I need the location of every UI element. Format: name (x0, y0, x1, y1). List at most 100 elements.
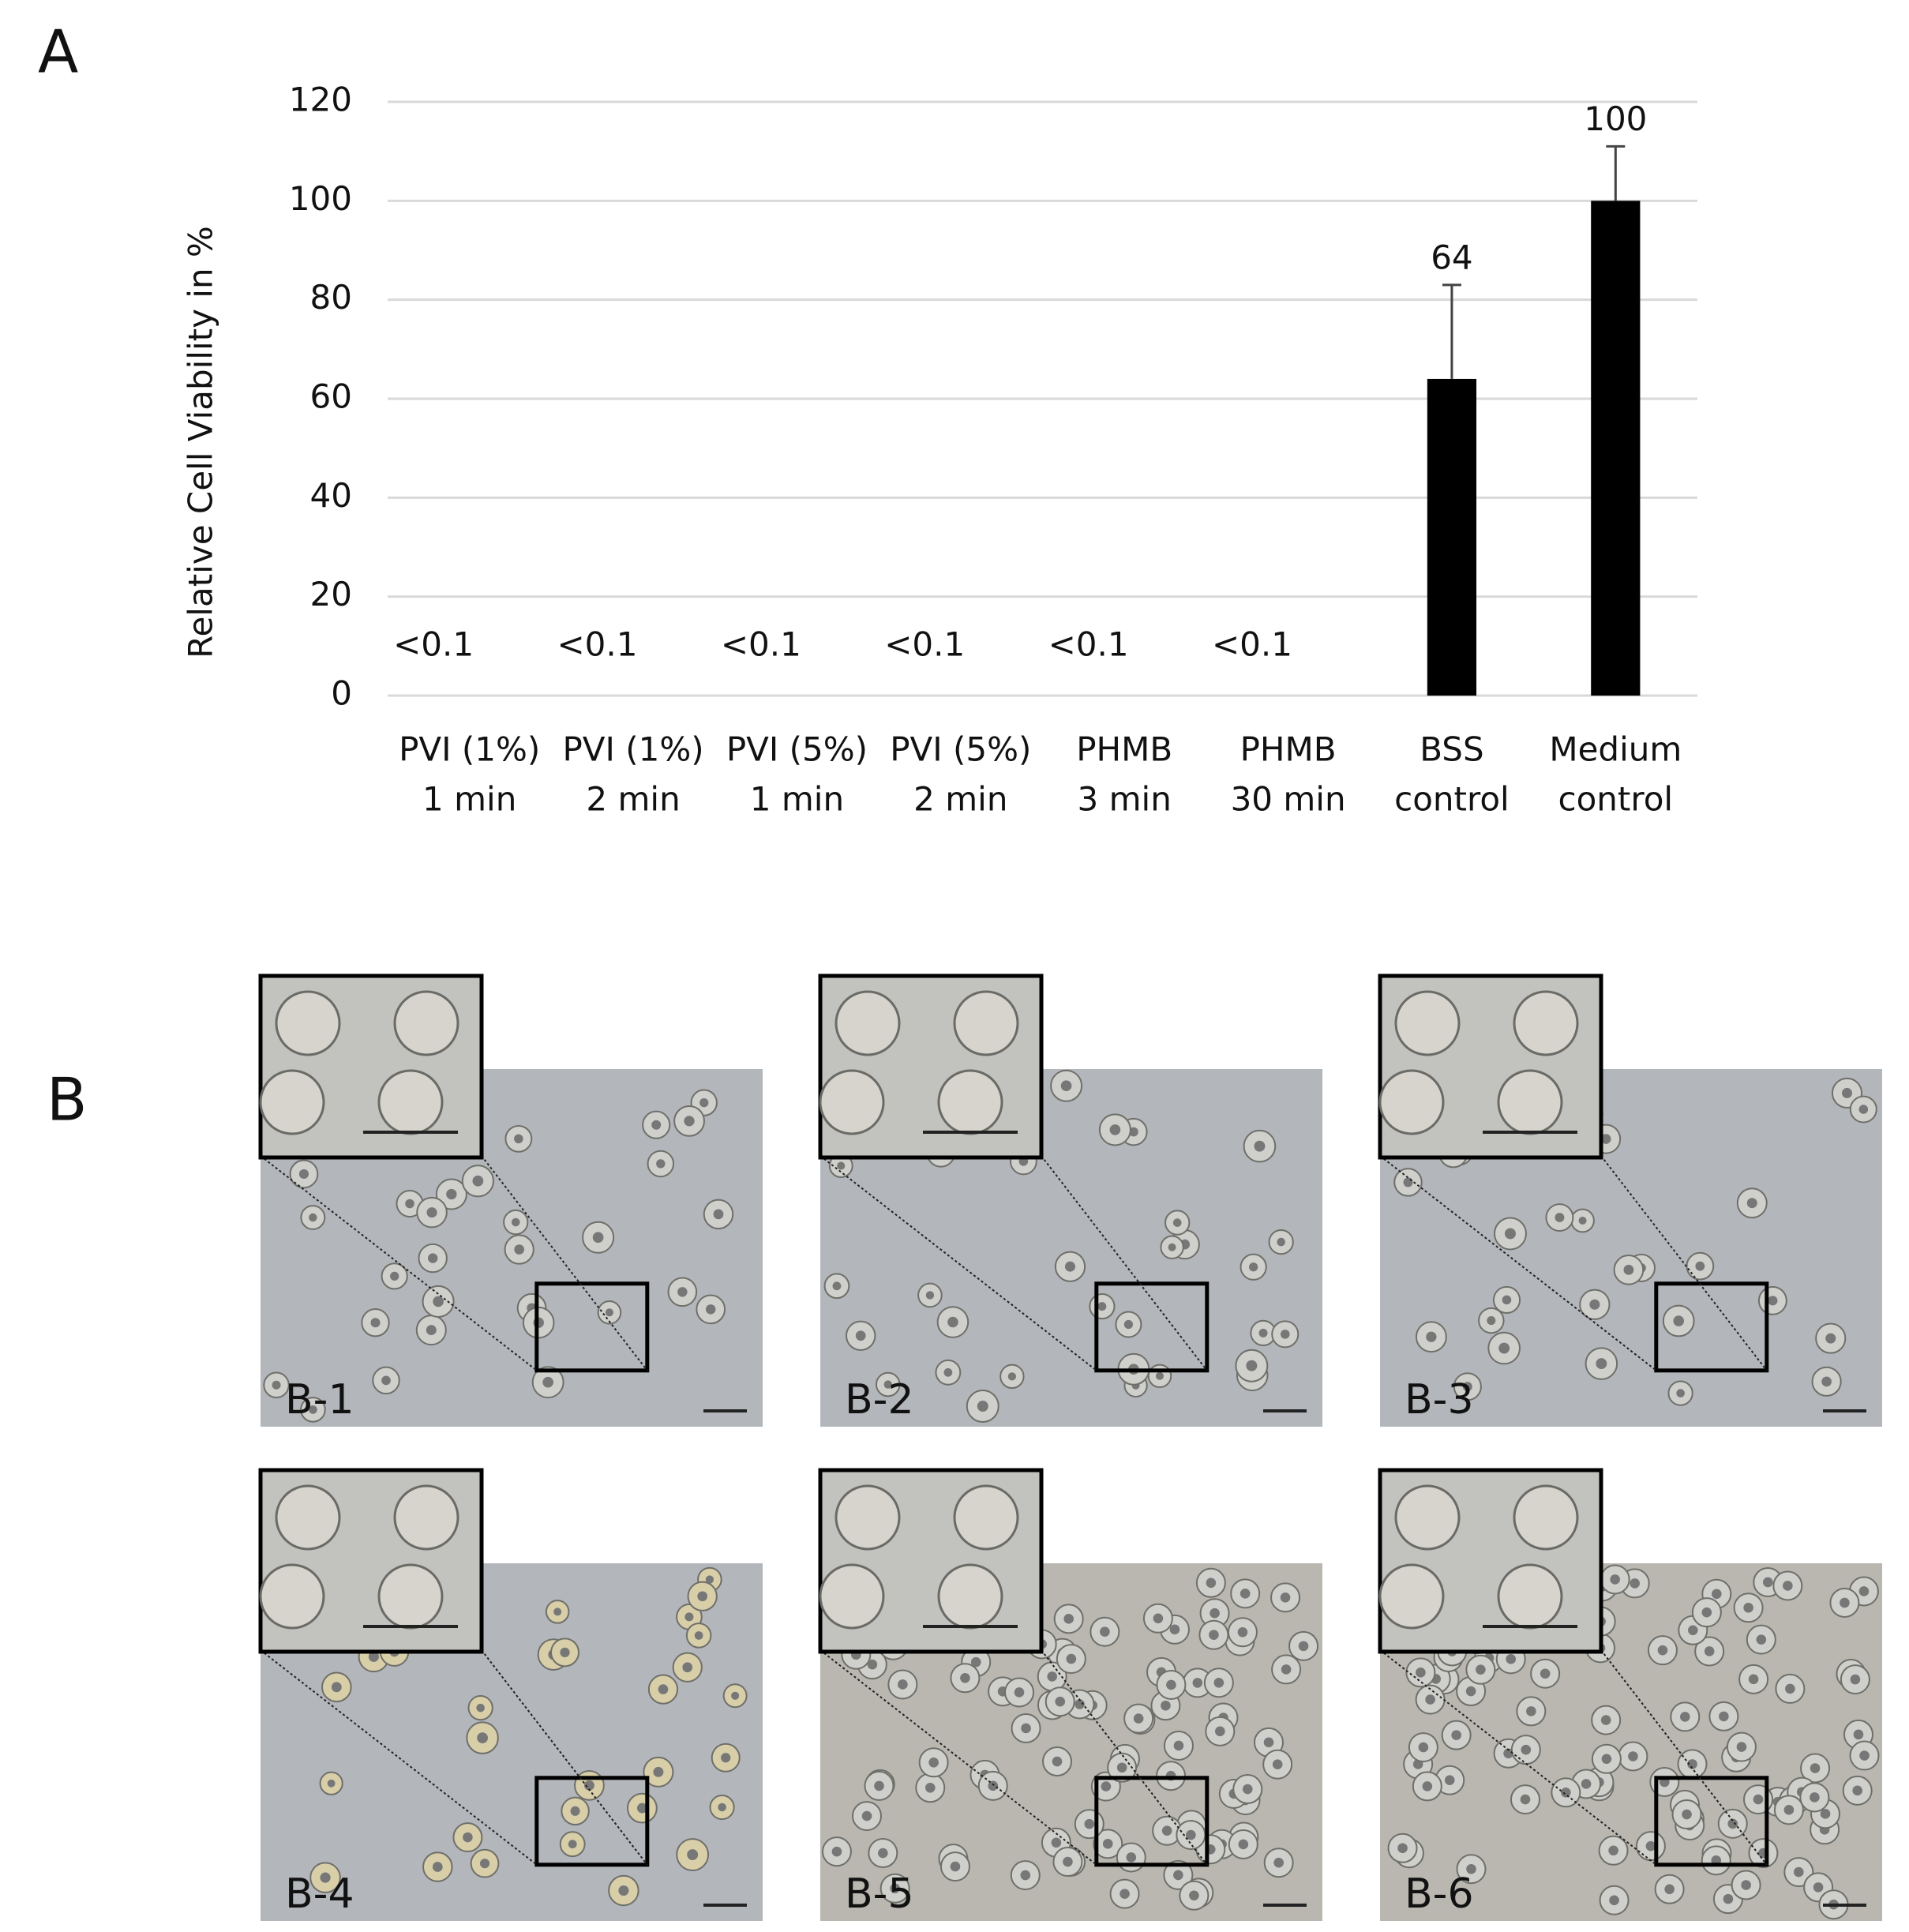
inset-cell (819, 1563, 885, 1630)
cell-nucleus (472, 1175, 484, 1187)
cell-nucleus (1623, 1264, 1634, 1275)
cell-nucleus (1840, 1597, 1850, 1608)
cell-nucleus (1526, 1706, 1536, 1716)
value-label: <0.1 (884, 625, 965, 664)
cell-nucleus (1841, 1087, 1852, 1098)
cell-nucleus (1465, 1686, 1476, 1697)
cell-nucleus (697, 1591, 708, 1602)
cell-nucleus (1397, 1843, 1408, 1854)
y-tick-label: 20 (310, 575, 352, 613)
cell-nucleus (694, 1631, 703, 1640)
zoom-box (1654, 1281, 1769, 1373)
cell-nucleus (1503, 1748, 1513, 1759)
cell-nucleus (1609, 1895, 1619, 1906)
cell-nucleus (1186, 1829, 1196, 1840)
cell-nucleus (970, 1656, 981, 1668)
x-tick-label: PVI (5%) (890, 730, 1031, 769)
zoom-guide (260, 1155, 538, 1371)
zoom-guide (1379, 1649, 1657, 1866)
cell-nucleus (1007, 1372, 1017, 1381)
cell-nucleus (1859, 1750, 1870, 1761)
cell-nucleus (1504, 1228, 1516, 1240)
image-label: B-4 (285, 1870, 354, 1918)
cell-nucleus (1610, 1574, 1620, 1585)
x-tick-label: 2 min (913, 780, 1007, 819)
cell-nucleus (309, 1405, 317, 1414)
cell-nucleus (1153, 1613, 1164, 1624)
cell-nucleus (514, 1244, 525, 1255)
cell-nucleus (553, 1607, 562, 1616)
cell-nucleus (1783, 1581, 1793, 1591)
cell-nucleus (1596, 1358, 1607, 1370)
cell-nucleus (1055, 1696, 1066, 1707)
cell-nucleus (1418, 1742, 1429, 1753)
cell-nucleus (1600, 1715, 1611, 1725)
cell-nucleus (947, 1316, 958, 1328)
cell-nucleus (463, 1832, 473, 1843)
inset-cell (393, 990, 459, 1056)
cell-nucleus (832, 1281, 842, 1291)
cell-nucleus (1109, 1124, 1121, 1135)
cell-nucleus (677, 1287, 688, 1297)
cell-nucleus (432, 1862, 443, 1872)
cell-nucleus (1502, 1295, 1512, 1305)
image-label: B-5 (845, 1870, 914, 1918)
cell-nucleus (1676, 1389, 1685, 1397)
cell-nucleus (1209, 1630, 1219, 1640)
cell-nucleus (1166, 1679, 1176, 1690)
inset-cell (275, 990, 341, 1056)
cell-nucleus (1630, 1578, 1640, 1589)
cell-nucleus (542, 1376, 553, 1388)
x-tick-label: 30 min (1231, 780, 1346, 819)
cell-nucleus (514, 1134, 523, 1144)
cell-nucleus (1520, 1794, 1531, 1805)
value-label: 100 (1584, 99, 1647, 138)
zoom-guide (819, 1155, 1097, 1371)
cell-nucleus (1173, 1870, 1183, 1881)
y-axis-label: Relative Cell Viability in % (182, 226, 220, 658)
cell-nucleus (1687, 1759, 1697, 1769)
x-tick-label: Medium (1549, 730, 1682, 769)
cell-nucleus (1762, 1577, 1773, 1588)
inset-cell (259, 1069, 325, 1135)
cell-nucleus (1664, 1884, 1675, 1895)
cell-nucleus (705, 1575, 714, 1584)
cell-nucleus (977, 1401, 988, 1412)
y-tick-label: 80 (310, 278, 352, 317)
cell-nucleus (928, 1758, 939, 1768)
cell-nucleus (477, 1732, 488, 1744)
cell-nucleus (1100, 1626, 1110, 1637)
y-tick-label: 120 (289, 81, 352, 119)
cell-nucleus (1727, 1818, 1738, 1829)
cell-nucleus (1246, 1360, 1258, 1371)
inset-cell (1513, 1484, 1579, 1551)
cell-nucleus (1169, 1624, 1180, 1635)
cell-nucleus (568, 1840, 577, 1849)
cell-nucleus (1825, 1333, 1836, 1344)
zoom-box (534, 1281, 650, 1373)
zoom-box (1654, 1776, 1769, 1867)
cell-nucleus (390, 1271, 399, 1281)
cell-nucleus (705, 1304, 716, 1315)
cell-nucleus (1422, 1781, 1433, 1791)
cell-nucleus (1172, 1218, 1182, 1227)
inset-cell (377, 1563, 444, 1630)
y-tick-label: 60 (310, 377, 352, 416)
cell-nucleus (368, 1651, 379, 1662)
cell-nucleus (1821, 1376, 1832, 1387)
inset-cell (259, 1563, 325, 1630)
image-label: B-6 (1405, 1870, 1474, 1918)
cell-nucleus (1051, 1837, 1062, 1848)
cell-nucleus (721, 1753, 731, 1763)
value-label: 64 (1431, 238, 1472, 276)
cell-nucleus (1850, 1674, 1861, 1685)
cell-nucleus (1719, 1711, 1729, 1722)
cell-nucleus (1075, 1699, 1085, 1709)
cell-nucleus (1123, 1319, 1134, 1330)
cell-nucleus (1258, 1328, 1268, 1337)
cell-nucleus (1673, 1315, 1685, 1326)
zoom-guide (1379, 1155, 1657, 1371)
cell-nucleus (878, 1848, 888, 1859)
cell-nucleus (583, 1780, 594, 1791)
cell-nucleus (1064, 1261, 1075, 1272)
